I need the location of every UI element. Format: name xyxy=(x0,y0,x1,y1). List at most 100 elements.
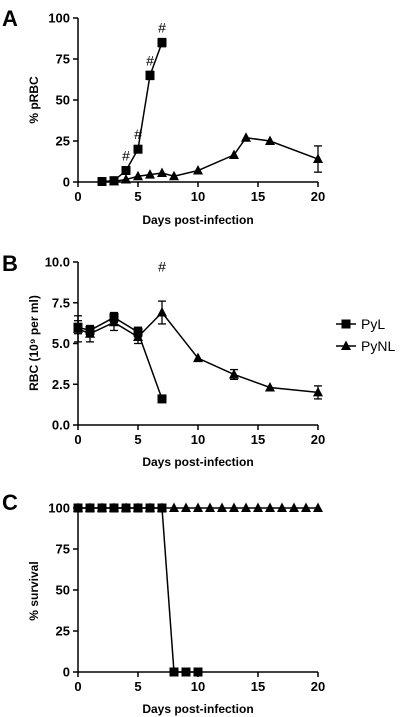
x-tick-label: 20 xyxy=(311,432,325,447)
y-tick-label: 75 xyxy=(56,52,70,67)
panel-a-plot: % pRBC Days post-infection 0 25 50 75 100 0 5 1… xyxy=(27,11,325,228)
data-point-pynl xyxy=(277,502,287,512)
x-tick-label: 15 xyxy=(251,679,265,694)
data-point-pyl xyxy=(157,394,167,404)
data-point-pynl xyxy=(193,165,203,175)
significance-mark: # xyxy=(158,20,166,36)
panel-letter: C xyxy=(2,490,18,515)
data-point-pynl xyxy=(109,175,119,186)
y-tick-label: 2.5 xyxy=(52,377,70,392)
x-tick-label: 15 xyxy=(251,432,265,447)
x-tick-label: 0 xyxy=(74,432,81,447)
y-tick-label: 0 xyxy=(63,665,70,680)
data-point-pynl xyxy=(157,307,167,317)
data-point-pyl xyxy=(145,70,155,80)
y-tick-label: 50 xyxy=(56,93,70,108)
data-point-pynl xyxy=(121,174,131,184)
data-point-pynl xyxy=(193,352,203,363)
data-point-pynl xyxy=(109,316,119,327)
panel-c-plot: % survival Days post-infection 0 25 50 75 10… xyxy=(27,501,325,717)
x-tick-label: 5 xyxy=(134,679,141,694)
y-tick-label: 50 xyxy=(56,583,70,598)
data-point-pynl xyxy=(85,502,95,512)
data-point-pynl xyxy=(229,149,239,159)
x-tick-label: 10 xyxy=(191,189,205,204)
significance-mark: # xyxy=(122,148,130,164)
x-axis-label: Days post-infection xyxy=(142,213,253,227)
data-point-pynl xyxy=(73,323,83,333)
data-point-pyl xyxy=(181,667,191,677)
data-point-pynl xyxy=(109,502,119,512)
x-tick-label: 20 xyxy=(311,679,325,694)
panel-b-plot: RBC (10⁹ per ml) Days post-infection PyL… xyxy=(27,255,395,470)
data-point-pynl xyxy=(133,170,143,181)
y-axis-label: RBC (10⁹ per ml) xyxy=(27,295,41,391)
y-tick-label: 100 xyxy=(48,501,70,516)
data-point-pynl xyxy=(313,386,323,397)
series-line-pynl xyxy=(113,136,319,183)
significance-mark: # xyxy=(146,52,154,68)
data-point-pyl xyxy=(193,667,203,677)
data-point-pynl xyxy=(253,502,263,512)
data-point-pynl xyxy=(133,502,143,512)
y-tick-label: 100 xyxy=(48,11,70,26)
x-axis-label: Days post-infection xyxy=(142,455,253,469)
data-point-pynl xyxy=(145,169,155,179)
series-line-pyl xyxy=(78,507,198,673)
data-point-pynl xyxy=(205,502,215,512)
legend-marker-square xyxy=(341,319,351,329)
legend-label-pyl: PyL xyxy=(361,316,385,332)
significance-mark: # xyxy=(134,126,142,142)
data-point-pynl xyxy=(181,502,191,512)
data-point-pynl xyxy=(217,502,227,512)
data-point-pynl xyxy=(265,135,275,145)
y-tick-label: 25 xyxy=(56,624,70,639)
data-point-pynl xyxy=(229,502,239,512)
data-point-pynl xyxy=(157,502,167,512)
y-tick-label: 25 xyxy=(56,134,70,149)
data-point-pynl xyxy=(265,502,275,512)
y-tick-label: 5.0 xyxy=(52,336,70,351)
data-point-pynl xyxy=(313,502,323,512)
data-point-pynl xyxy=(313,153,323,164)
data-point-pyl xyxy=(121,166,131,176)
significance-mark: # xyxy=(158,259,166,275)
data-point-pynl xyxy=(193,502,203,512)
y-tick-label: 75 xyxy=(56,542,70,557)
legend: PyL PyNL xyxy=(336,316,395,354)
y-axis-label: % survival xyxy=(27,561,41,620)
y-tick-label: 0 xyxy=(63,175,70,190)
legend-label-pynl: PyNL xyxy=(361,338,395,354)
panel-letter: A xyxy=(2,6,18,31)
x-tick-label: 0 xyxy=(74,189,81,204)
data-point-pynl xyxy=(145,502,155,512)
y-tick-label: 7.5 xyxy=(52,295,70,310)
x-tick-label: 20 xyxy=(311,189,325,204)
data-point-pyl xyxy=(133,144,143,154)
y-axis-label: % pRBC xyxy=(27,76,41,124)
data-point-pynl xyxy=(97,502,107,512)
x-tick-label: 10 xyxy=(191,679,205,694)
data-point-pynl xyxy=(241,132,251,142)
data-point-pyl xyxy=(169,667,179,677)
legend-marker-triangle xyxy=(341,340,351,350)
data-point-pyl xyxy=(157,38,167,48)
data-point-pynl xyxy=(73,502,83,512)
data-point-pynl xyxy=(169,170,179,181)
data-point-pynl xyxy=(241,502,251,512)
data-point-pyl xyxy=(97,177,107,187)
y-tick-label: 10.0 xyxy=(45,255,70,270)
x-tick-label: 5 xyxy=(134,432,141,447)
x-axis-label: Days post-infection xyxy=(142,702,253,716)
data-point-pynl xyxy=(85,328,95,338)
data-point-pynl xyxy=(301,502,311,512)
y-tick-label: 0.0 xyxy=(52,418,70,433)
data-point-pynl xyxy=(133,331,143,341)
x-tick-label: 5 xyxy=(134,189,141,204)
panel-letter: B xyxy=(2,251,18,276)
data-point-pynl xyxy=(169,502,179,512)
x-tick-label: 10 xyxy=(191,432,205,447)
data-point-pynl xyxy=(265,382,275,392)
data-point-pynl xyxy=(157,167,167,177)
